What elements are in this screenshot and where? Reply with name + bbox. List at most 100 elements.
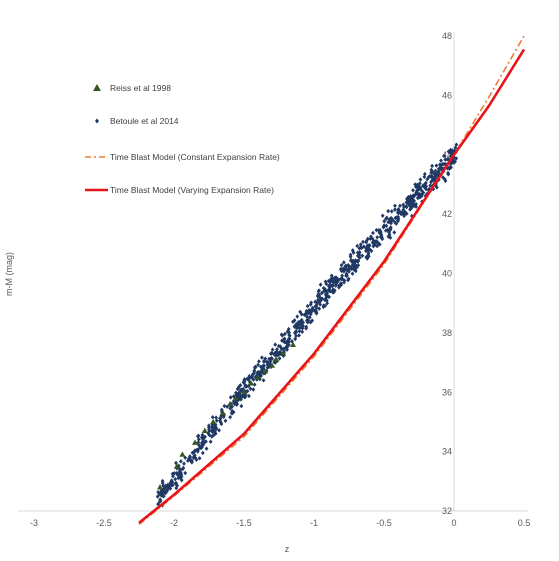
betoule-point xyxy=(282,339,287,345)
betoule-point xyxy=(428,183,433,188)
betoule-point xyxy=(208,439,213,444)
betoule-point xyxy=(300,323,305,329)
betoule-point xyxy=(242,379,247,385)
betoule-point xyxy=(298,325,302,331)
betoule-point xyxy=(231,394,236,399)
x-tick-label: -2 xyxy=(170,518,178,528)
betoule-point xyxy=(324,298,329,303)
betoule-point xyxy=(443,157,448,162)
betoule-point xyxy=(341,269,346,274)
betoule-point xyxy=(222,403,227,409)
betoule-point xyxy=(393,207,397,212)
reiss-point xyxy=(241,389,247,395)
betoule-point xyxy=(416,187,421,192)
betoule-point xyxy=(417,181,422,186)
betoule-point xyxy=(371,244,376,249)
betoule-point xyxy=(432,178,436,183)
betoule-point xyxy=(419,188,424,193)
betoule-point xyxy=(178,476,183,481)
betoule-point xyxy=(156,501,160,507)
betoule-point xyxy=(318,282,323,287)
reiss-point xyxy=(173,463,180,469)
reiss-point xyxy=(157,484,163,490)
varying-rate-line xyxy=(138,48,526,524)
betoule-point xyxy=(236,386,240,392)
legend-item-constant-rate: Time Blast Model (Constant Expansion Rat… xyxy=(85,152,280,162)
betoule-point xyxy=(433,183,438,188)
betoule-point xyxy=(297,328,302,334)
betoule-point xyxy=(274,352,279,357)
betoule-point xyxy=(423,181,427,187)
betoule-point xyxy=(318,298,323,303)
x-tick-labels: -3 -2.5 -2 -1.5 -1 -0.5 0 0.5 xyxy=(30,518,530,528)
betoule-point xyxy=(313,299,318,305)
betoule-point xyxy=(325,301,330,306)
betoule-point xyxy=(214,418,219,423)
betoule-point xyxy=(332,275,337,280)
betoule-point xyxy=(338,266,343,272)
betoule-point xyxy=(253,374,258,380)
betoule-point xyxy=(300,326,305,331)
betoule-point xyxy=(295,314,300,319)
betoule-point xyxy=(353,266,358,271)
betoule-point xyxy=(384,223,389,229)
betoule-point xyxy=(414,184,418,190)
betoule-point xyxy=(449,165,453,170)
betoule-point xyxy=(411,188,415,193)
betoule-point xyxy=(366,252,371,258)
betoule-point xyxy=(348,252,353,258)
y-tick-label: 48 xyxy=(442,31,452,41)
y-tick-label: 42 xyxy=(442,209,452,219)
betoule-point xyxy=(344,267,349,273)
betoule-point xyxy=(323,303,327,309)
betoule-point xyxy=(390,218,394,223)
betoule-point xyxy=(265,362,270,368)
betoule-point xyxy=(315,300,320,305)
betoule-point xyxy=(161,493,166,499)
y-tick-labels: 32 34 36 38 40 42 44 46 48 xyxy=(442,31,452,516)
betoule-point xyxy=(256,362,260,368)
betoule-point xyxy=(421,190,426,195)
betoule-point xyxy=(443,178,448,184)
betoule-point xyxy=(414,191,418,197)
betoule-point xyxy=(370,236,375,242)
betoule-point xyxy=(307,315,312,320)
betoule-point xyxy=(168,480,173,486)
betoule-point xyxy=(325,293,330,299)
reiss-point xyxy=(255,374,261,380)
betoule-point xyxy=(275,347,279,352)
betoule-point xyxy=(176,475,181,481)
betoule-point xyxy=(225,404,230,409)
betoule-point xyxy=(292,318,297,323)
betoule-point xyxy=(350,259,355,264)
betoule-point xyxy=(229,411,234,416)
betoule-point xyxy=(190,450,195,455)
betoule-point xyxy=(339,262,344,268)
reiss-point xyxy=(269,362,275,368)
betoule-point xyxy=(341,260,346,265)
betoule-point xyxy=(442,153,446,159)
betoule-point xyxy=(430,168,434,174)
x-tick-label: -1 xyxy=(310,518,318,528)
betoule-point xyxy=(386,208,391,214)
betoule-point xyxy=(441,175,445,180)
betoule-point xyxy=(364,254,369,260)
betoule-point xyxy=(162,488,167,494)
betoule-point xyxy=(446,156,451,162)
constant-rate-line xyxy=(138,35,525,526)
betoule-point xyxy=(195,449,200,454)
betoule-point xyxy=(209,434,214,439)
x-tick-label: -1.5 xyxy=(236,518,252,528)
reiss-point xyxy=(273,356,280,362)
betoule-point xyxy=(368,236,373,241)
betoule-point xyxy=(247,393,251,399)
betoule-point xyxy=(339,282,344,287)
betoule-point xyxy=(294,321,299,327)
betoule-point xyxy=(324,281,329,287)
betoule-point xyxy=(414,188,419,194)
x-tick-label: -3 xyxy=(30,518,38,528)
betoule-point xyxy=(228,414,233,420)
betoule-point xyxy=(361,239,365,245)
betoule-point xyxy=(415,195,420,201)
betoule-point xyxy=(388,219,393,224)
